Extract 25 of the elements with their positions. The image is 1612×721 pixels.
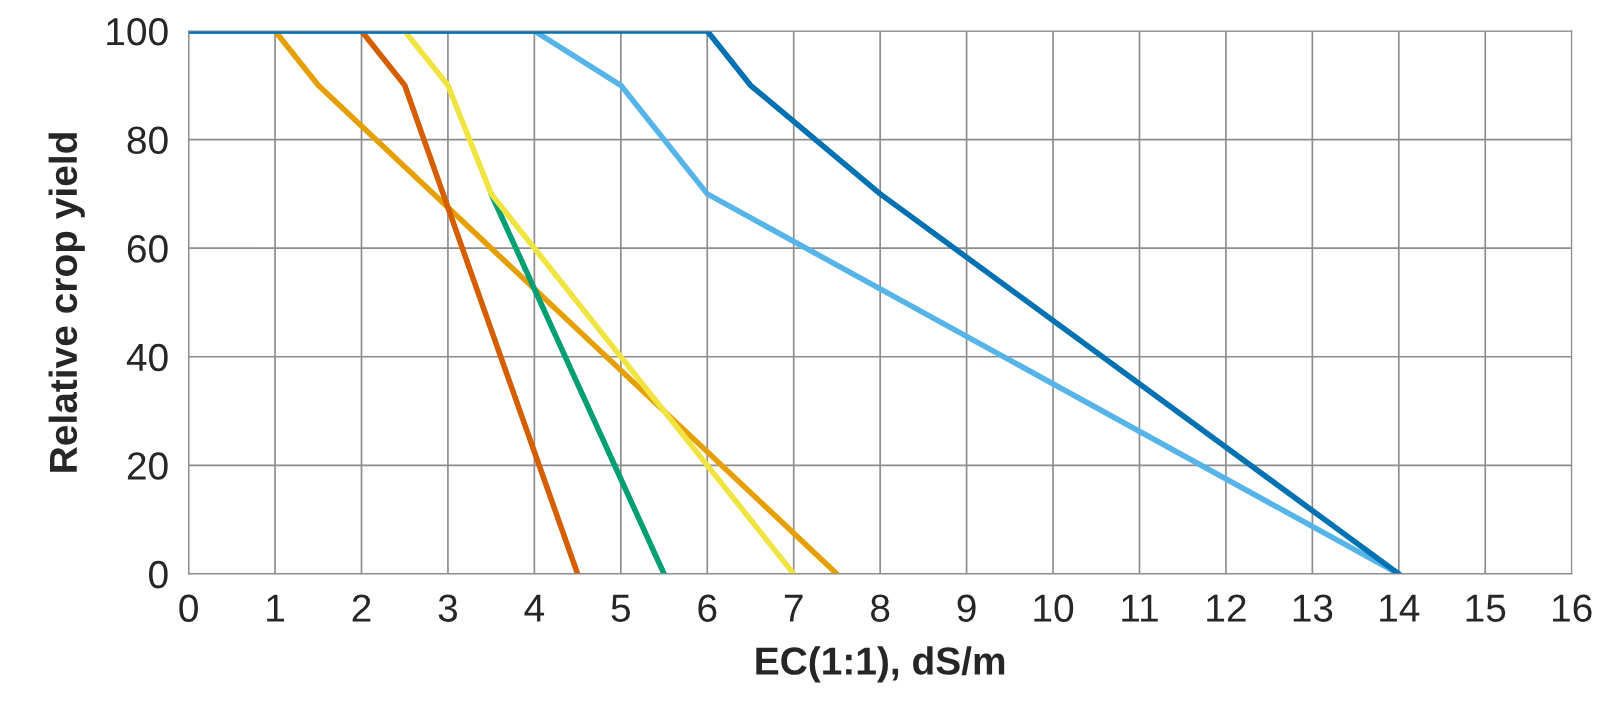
x-tick-label: 0 bbox=[179, 594, 198, 622]
x-tick-label: 14 bbox=[1380, 594, 1420, 622]
y-tick-label: 0 bbox=[149, 560, 168, 589]
y-tick-label: 80 bbox=[127, 126, 168, 155]
x-tick-label: 9 bbox=[957, 594, 976, 622]
y-axis-title: Relative crop yield bbox=[48, 133, 85, 472]
x-tick-label: 13 bbox=[1293, 594, 1333, 622]
y-tick-label: 100 bbox=[107, 17, 168, 46]
x-tick-label: 10 bbox=[1034, 594, 1074, 622]
x-tick-label: 11 bbox=[1122, 594, 1158, 622]
y-tick-label: 60 bbox=[127, 235, 168, 263]
x-tick-label: 7 bbox=[784, 594, 803, 622]
x-tick-label: 12 bbox=[1207, 594, 1246, 622]
x-tick-label: 15 bbox=[1466, 594, 1506, 622]
x-tick-label: 3 bbox=[438, 594, 458, 622]
x-tick-label: 5 bbox=[611, 594, 631, 622]
x-tick-label: 16 bbox=[1553, 594, 1592, 622]
x-tick-label: 8 bbox=[871, 594, 890, 622]
y-tick-label: 40 bbox=[126, 343, 168, 372]
x-tick-label: 1 bbox=[267, 594, 284, 622]
x-axis-title: EC(1:1), dS/m bbox=[756, 646, 1005, 683]
x-tick-label: 2 bbox=[352, 594, 371, 622]
y-tick-label: 20 bbox=[127, 452, 168, 480]
x-tick-label: 6 bbox=[698, 594, 717, 622]
x-tick-label: 4 bbox=[524, 594, 545, 622]
